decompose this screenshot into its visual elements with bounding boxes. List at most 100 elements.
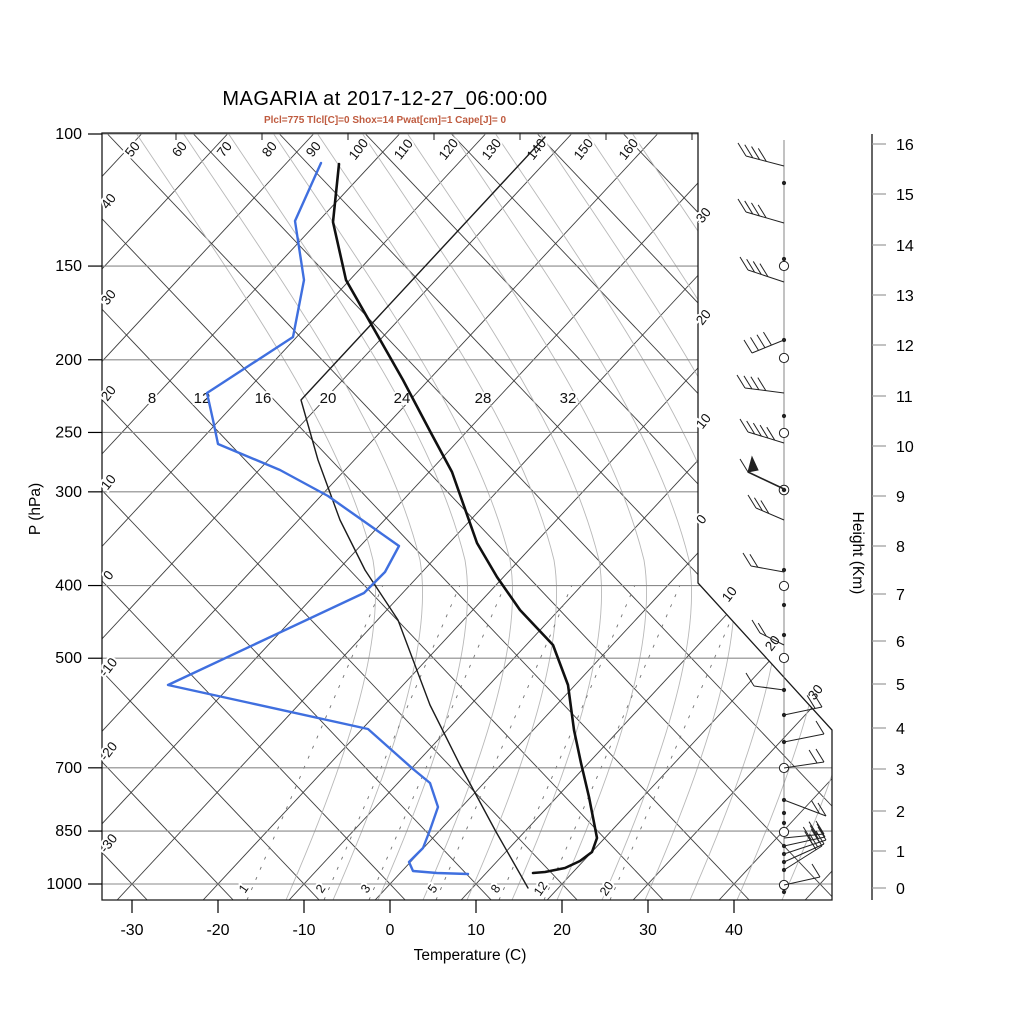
wind-barb-feather (763, 331, 772, 346)
page-title: MAGARIA at 2017-12-27_06:00:00 (222, 88, 548, 110)
wind-barb-staff (783, 845, 823, 871)
wind-barb-feather (747, 494, 757, 509)
wind-barb-staff (753, 685, 785, 691)
temperature-tick-label: -10 (292, 922, 315, 939)
wind-level-dot (781, 889, 787, 895)
height-tick-label: 1 (896, 844, 905, 861)
wind-level-dot (781, 810, 787, 816)
right-isotherm-label: 0 (693, 512, 709, 527)
mixing-ratio-line (323, 584, 461, 900)
wind-barb-feather (759, 424, 769, 439)
moist-adiabat-label: 28 (475, 390, 492, 407)
isotherm-line (278, 133, 832, 900)
wind-barb-feather (759, 263, 769, 277)
wind-barb-feather (752, 422, 762, 437)
moist-adiabat-curve (586, 133, 827, 900)
mixing-ratio-label: 12 (531, 879, 550, 898)
wind-barb-staff (783, 706, 823, 716)
wind-barb-staff (751, 339, 785, 354)
moist-adiabat-label: 16 (255, 390, 272, 407)
left-isotherm-label: 30 (98, 287, 119, 308)
wind-level-dot (781, 602, 787, 608)
wind-barb-feather (752, 261, 762, 275)
wind-barb-feather (757, 204, 767, 219)
pressure-tick-label: 200 (55, 352, 82, 369)
height-tick-label: 8 (896, 539, 905, 556)
wind-barb-feather (808, 821, 818, 835)
height-tick-label: 14 (896, 238, 914, 255)
wind-barb-feather (757, 148, 767, 162)
left-isotherm-label: 0 (100, 568, 116, 583)
wind-barb-feather (760, 500, 770, 514)
moist-adiabat-label: 20 (320, 390, 337, 407)
moist-adiabat-curve (631, 133, 832, 900)
height-tick-label: 4 (896, 721, 905, 738)
adiabat-line (632, 133, 832, 900)
adiabat-line (102, 133, 487, 900)
wind-barb-feather (746, 420, 756, 435)
adiabat-line (102, 133, 315, 900)
wind-barb-feather (766, 426, 776, 441)
wind-level-dot (781, 632, 787, 638)
wind-barb-feather (743, 375, 753, 390)
height-tick-label: 9 (896, 489, 905, 506)
wind-barb-staff (755, 507, 785, 521)
wind-barb-feather (744, 144, 754, 159)
wind-barb-staff (747, 269, 785, 283)
adiabat-line (102, 133, 659, 900)
mixing-ratio-line (368, 584, 506, 900)
diagonal-isotherm-label: 30 (805, 682, 826, 703)
left-isotherm-label: 40 (98, 191, 119, 212)
top-scale-label: 150 (571, 136, 597, 163)
wind-barb-staff (783, 761, 825, 769)
wind-barb-staff (783, 733, 825, 743)
wind-barb-feather (750, 376, 760, 391)
moist-adiabat-curve (539, 133, 780, 900)
left-isotherm-label: 10 (98, 472, 119, 493)
wind-level-circle (778, 652, 790, 664)
left-isotherm-label: -20 (97, 739, 121, 764)
wind-level-dot (781, 567, 787, 573)
wind-barb-feather (815, 830, 825, 845)
isotherm-line (102, 133, 750, 900)
wind-level-dot (781, 256, 787, 262)
wind-level-dot (781, 820, 787, 826)
wind-barb-staff (759, 632, 785, 646)
top-scale-label: 70 (214, 139, 235, 160)
height-tick-label: 16 (896, 137, 914, 154)
height-tick-label: 15 (896, 187, 914, 204)
wind-barb-feather (751, 619, 761, 634)
pressure-axis-title: P (hPa) (27, 483, 44, 535)
top-scale-label: 160 (616, 136, 642, 163)
pressure-tick-label: 150 (55, 258, 82, 275)
height-tick-label: 5 (896, 677, 905, 694)
adiabat-line (460, 133, 832, 900)
wind-barb-feather (817, 802, 827, 817)
dewpoint-profile-line (166, 161, 470, 876)
height-tick-label: 13 (896, 288, 914, 305)
moist-adiabat-label: 32 (560, 390, 577, 407)
moist-adiabat-curve (316, 133, 557, 900)
moist-adiabat-curve (451, 133, 692, 900)
wind-barb-feather (739, 458, 749, 473)
isotherm-line (102, 133, 664, 900)
temperature-tick-label: 0 (386, 922, 395, 939)
wind-barb-feather (742, 552, 752, 567)
wind-barb-feather (739, 256, 749, 271)
height-axis-title: Height (Km) (849, 512, 866, 595)
height-tick-label: 2 (896, 804, 905, 821)
isotherm-line (102, 133, 320, 900)
wind-barb-feather (754, 497, 763, 512)
wind-barb-feather (806, 695, 816, 709)
wind-barb-staff (745, 155, 785, 167)
wind-barb-staff (783, 836, 826, 847)
isotherm-line (102, 133, 406, 900)
top-scale-label: 50 (122, 139, 143, 160)
pressure-gridlines (102, 133, 832, 885)
wind-barb-feather (815, 820, 825, 835)
temperature-tick-label: 10 (467, 922, 485, 939)
wind-level-circle (778, 580, 790, 592)
